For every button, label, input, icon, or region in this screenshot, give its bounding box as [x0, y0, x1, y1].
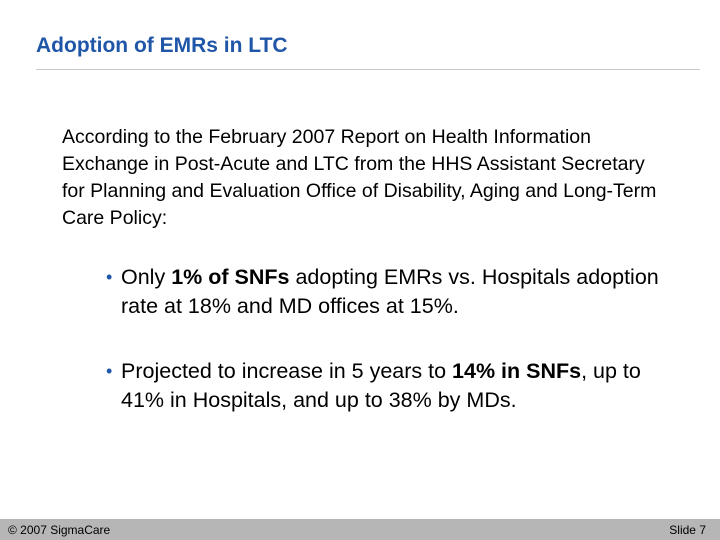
title-divider [36, 69, 700, 70]
bullet-text-pre: Only [121, 265, 172, 289]
bullet-text-bold: 14% in SNFs [452, 359, 582, 383]
bullet-list: • Only 1% of SNFs adopting EMRs vs. Hosp… [106, 263, 670, 415]
bullet-item: • Only 1% of SNFs adopting EMRs vs. Hosp… [106, 263, 670, 321]
intro-paragraph: According to the February 2007 Report on… [62, 126, 657, 229]
slide-title: Adoption of EMRs in LTC [36, 34, 288, 57]
bullet-text-post: adopting EMRs vs. Hospitals adoption rat… [121, 265, 659, 318]
bullet-text-pre: Projected to increase in 5 years to [121, 359, 453, 383]
bullet-text-post: , up to 41% in Hospitals, and up to 38% … [121, 359, 641, 412]
bullet-icon: • [106, 267, 113, 287]
bullet-item: • Projected to increase in 5 years to 14… [106, 357, 670, 415]
footer-copyright: © 2007 SigmaCare [8, 523, 111, 537]
slide-number: Slide 7 [669, 523, 706, 537]
bullet-text-bold: 1% of SNFs [171, 265, 290, 289]
footer-bar: © 2007 SigmaCare Slide 7 [0, 519, 720, 540]
bullet-icon: • [106, 361, 113, 381]
